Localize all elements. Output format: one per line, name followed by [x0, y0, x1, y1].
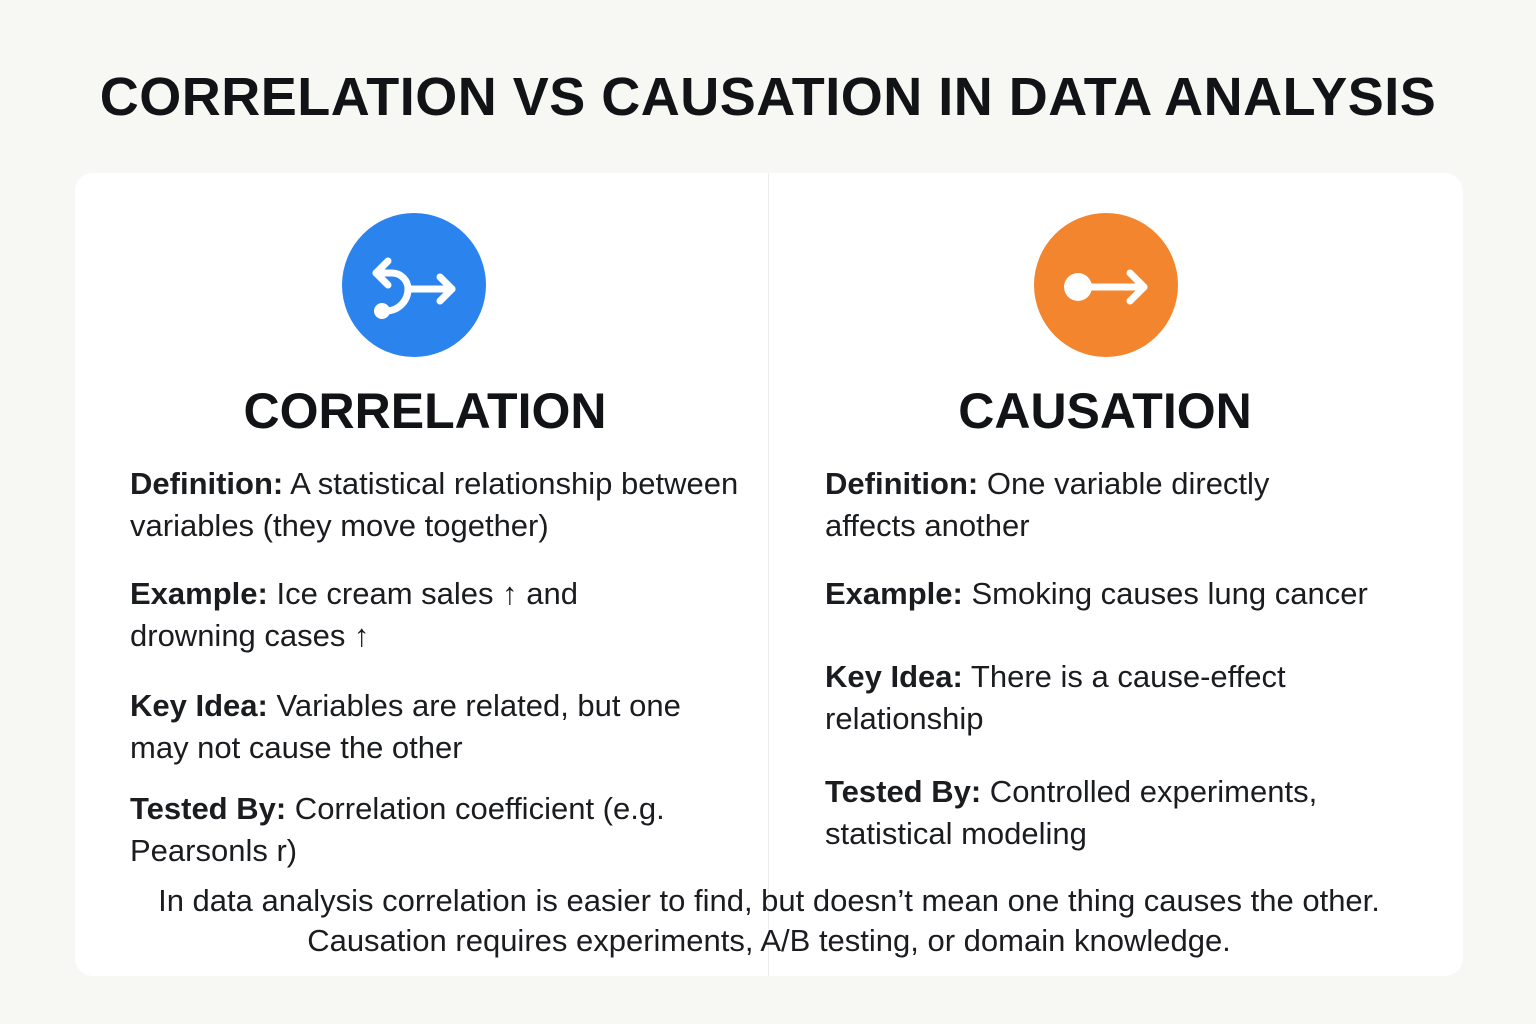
definition-text: One variable directly affects another: [825, 466, 1270, 543]
correlation-tested-by: Tested By: Correlation coefficient (e.g.…: [130, 788, 690, 872]
key-idea-text: There is a cause-effect relationship: [825, 659, 1286, 736]
causation-definition: Definition: One variable directly affect…: [825, 463, 1365, 547]
definition-label: Definition:: [130, 466, 284, 501]
definition-text: A statistical relationship between varia…: [130, 466, 739, 543]
dot-arrow-icon: [1034, 213, 1178, 357]
key-idea-label: Key Idea:: [825, 659, 963, 694]
definition-label: Definition:: [825, 466, 979, 501]
example-label: Example:: [825, 576, 963, 611]
causation-example: Example: Smoking causes lung cancer: [825, 573, 1445, 615]
tested-by-text: Correlation coefficient (e.g. Pearsonls …: [130, 791, 665, 868]
page-title: CORRELATION VS CAUSATION IN DATA ANALYSI…: [99, 67, 1437, 127]
dot-arrow-icon-graphic: [1064, 269, 1148, 305]
tested-by-label: Tested By:: [130, 791, 287, 826]
branch-arrow-icon-graphic: [372, 257, 456, 319]
correlation-heading: CORRELATION: [243, 383, 607, 439]
example-text: Ice cream sales ↑ and drowning cases ↑: [130, 576, 578, 653]
tested-by-label: Tested By:: [825, 774, 982, 809]
branch-arrow-icon: [342, 213, 486, 357]
key-idea-label: Key Idea:: [130, 688, 268, 723]
correlation-example: Example: Ice cream sales ↑ and drowning …: [130, 573, 650, 657]
correlation-definition: Definition: A statistical relationship b…: [130, 463, 760, 547]
summary-footer: In data analysis correlation is easier t…: [75, 881, 1463, 961]
example-label: Example:: [130, 576, 268, 611]
summary-line-2: Causation requires experiments, A/B test…: [307, 923, 1231, 958]
summary-line-1: In data analysis correlation is easier t…: [158, 883, 1380, 918]
key-idea-text: Variables are related, but one may not c…: [130, 688, 681, 765]
comparison-card: CORRELATION Definition: A statistical re…: [75, 173, 1463, 976]
tested-by-text: Controlled experiments, statistical mode…: [825, 774, 1318, 851]
column-divider: [768, 173, 769, 976]
causation-tested-by: Tested By: Controlled experiments, stati…: [825, 771, 1425, 855]
causation-heading: CAUSATION: [958, 383, 1252, 439]
example-text: Smoking causes lung cancer: [962, 576, 1368, 611]
correlation-key-idea: Key Idea: Variables are related, but one…: [130, 685, 710, 769]
causation-key-idea: Key Idea: There is a cause-effect relati…: [825, 656, 1385, 740]
